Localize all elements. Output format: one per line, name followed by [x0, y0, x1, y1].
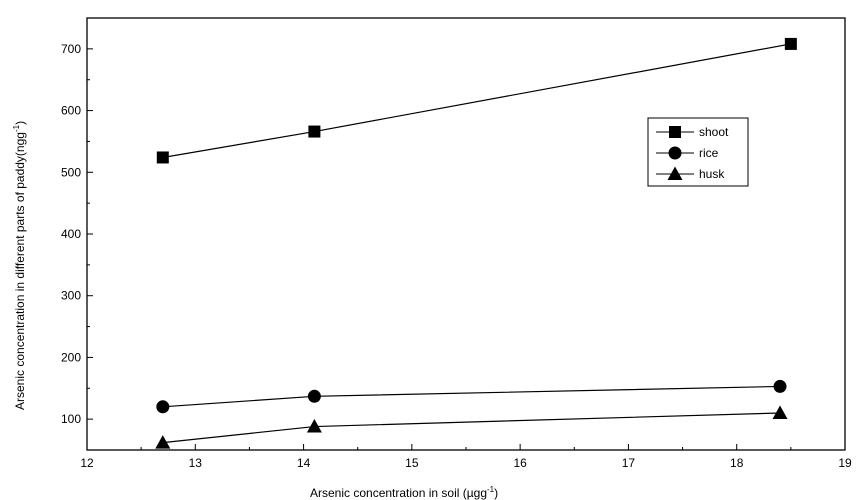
series-rice	[156, 379, 787, 414]
y-axis-title: Arsenic concentration in different parts…	[12, 121, 27, 410]
data-point-husk	[772, 405, 788, 419]
legend-item-husk: husk	[656, 166, 725, 181]
y-axis-title-main: Arsenic concentration in different parts…	[13, 132, 27, 410]
x-tick-label: 15	[405, 456, 419, 470]
legend-box	[647, 117, 749, 187]
legend-marker-shoot	[669, 126, 681, 138]
y-tick-label: 400	[61, 227, 81, 241]
data-point-shoot	[784, 37, 797, 50]
legend-item-rice: rice	[656, 146, 719, 160]
legend-label-shoot: shoot	[699, 125, 729, 139]
y-tick-label: 700	[61, 42, 81, 56]
y-tick-label: 600	[61, 104, 81, 118]
x-axis-title-main: Arsenic concentration in soil (µgg	[310, 486, 487, 500]
series-shoot	[156, 37, 797, 164]
legend-label-husk: husk	[699, 167, 725, 181]
y-axis-title-end: )	[13, 121, 27, 125]
series-husk	[155, 405, 788, 449]
series-layer	[155, 37, 797, 449]
y-axis-title-sup: -1	[12, 124, 21, 132]
legend: shoot rice husk	[647, 117, 749, 187]
legend-items: shoot rice husk	[656, 125, 729, 181]
legend-label-rice: rice	[699, 146, 719, 160]
x-tick-label: 12	[80, 456, 94, 470]
y-tick-label: 100	[61, 412, 81, 426]
y-tick-label: 300	[61, 289, 81, 303]
x-tick-label: 13	[189, 456, 203, 470]
y-tick-label: 200	[61, 350, 81, 364]
data-point-rice	[773, 379, 787, 393]
data-point-husk	[155, 435, 171, 449]
x-axis-title: Arsenic concentration in soil (µgg-1)	[310, 485, 498, 500]
x-axis: 12 13 14 15 16 17 18 19	[80, 444, 852, 470]
data-point-husk	[306, 419, 322, 433]
x-tick-label: 16	[513, 456, 527, 470]
x-tick-label: 19	[838, 456, 852, 470]
y-axis: 100 200 300 400 500 600 700	[61, 17, 93, 451]
x-axis-title-end: )	[494, 486, 498, 500]
plot-frame	[86, 17, 846, 451]
series-line-husk	[162, 412, 781, 444]
data-point-shoot	[156, 151, 169, 164]
legend-item-shoot: shoot	[656, 125, 729, 139]
data-point-rice	[307, 389, 321, 403]
x-axis-title-sup: -1	[487, 485, 495, 494]
y-tick-label: 500	[61, 165, 81, 179]
x-tick-label: 18	[730, 456, 744, 470]
legend-marker-husk	[667, 166, 683, 180]
legend-marker-rice	[668, 146, 682, 160]
x-tick-label: 17	[622, 456, 636, 470]
data-point-rice	[156, 400, 170, 414]
series-line-rice	[162, 385, 781, 408]
data-point-shoot	[308, 125, 321, 138]
x-tick-label: 14	[297, 456, 311, 470]
